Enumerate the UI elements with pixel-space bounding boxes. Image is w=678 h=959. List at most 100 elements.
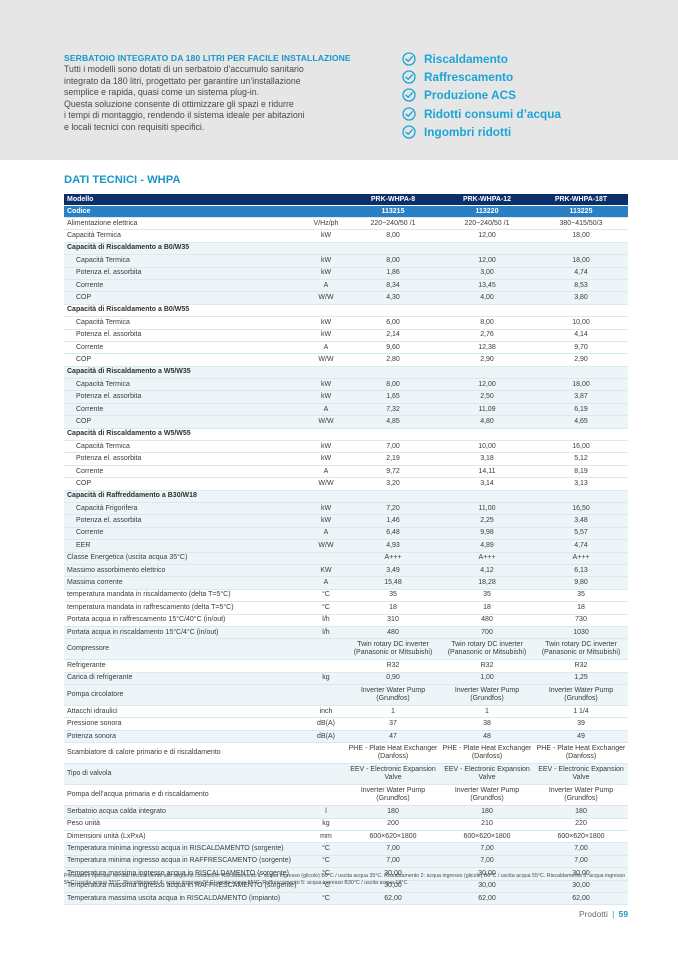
table-row: Temperatura minima ingresso acqua in RIS…	[64, 842, 628, 856]
row-label: Attacchi idraulici	[64, 705, 306, 719]
row-unit: °C	[306, 601, 346, 615]
row-value: 8,53	[534, 279, 628, 293]
row-label: Temperatura massima ingresso acqua in RI…	[64, 867, 306, 881]
row-label: Capacità Termica	[64, 378, 306, 392]
row-value: 3,87	[534, 390, 628, 404]
table-row: Portata acqua in riscaldamento 15°C/4°C …	[64, 626, 628, 640]
feature-item: Raffrescamento	[402, 68, 561, 86]
row-value: 600×620×1800	[534, 830, 628, 844]
row-value: 9,60	[346, 341, 440, 355]
table-row: Pompa dell’acqua primaria e di riscaldam…	[64, 784, 628, 807]
row-value	[440, 242, 534, 256]
row-value: A+++	[534, 552, 628, 565]
row-value: 8,19	[534, 465, 628, 479]
row-label: COP	[64, 291, 306, 305]
table-row: Potenza el. assorbita kW 1,65 2,50 3,87	[64, 390, 628, 404]
row-label: Capacità di Riscaldamento a B0/W55	[64, 304, 306, 318]
row-label: Capacità di Riscaldamento a B0/W35	[64, 242, 306, 256]
row-value: 480	[440, 614, 534, 627]
row-label: Corrente	[64, 465, 306, 479]
row-value: 4,85	[346, 415, 440, 429]
intro-text: Tutti i modelli sono dotati di un serbat…	[64, 64, 394, 134]
row-value: R32	[534, 659, 628, 673]
row-value: 380~415/50/3	[534, 217, 628, 231]
row-label: Capacità Frigorifera	[64, 502, 306, 516]
row-value: 7,00	[346, 440, 440, 454]
row-value: 39	[534, 717, 628, 731]
table-row: COP W/W 3,20 3,14 3,13	[64, 477, 628, 491]
row-value: 15,48	[346, 576, 440, 590]
row-label: Portata acqua in riscaldamento 15°C/4°C …	[64, 626, 306, 640]
row-label: Potenza el. assorbita	[64, 329, 306, 342]
row-value: EEV - Electronic Expansion Valve	[346, 763, 440, 786]
row-value: PHE - Plate Heat Exchanger (Danfoss)	[534, 742, 628, 765]
row-value: 730	[534, 614, 628, 627]
row-value: 8,00	[346, 254, 440, 268]
table-row: Potenza sonora dB(A) 47 48 49	[64, 730, 628, 744]
row-unit: A	[306, 403, 346, 417]
row-unit	[306, 490, 346, 504]
table-row: Tipo di valvola EEV - Electronic Expansio…	[64, 763, 628, 786]
row-value: 220	[534, 818, 628, 832]
row-value: 7,00	[534, 855, 628, 869]
table-row: Compressore Twin rotary DC inverter (Pana…	[64, 638, 628, 661]
row-value	[440, 366, 534, 380]
header-cell: Modello	[64, 194, 306, 206]
row-value: 8,34	[346, 279, 440, 293]
table-row: Pompa circolatore Inverter Water Pump (Gr…	[64, 684, 628, 707]
row-label: EER	[64, 539, 306, 553]
row-label: Capacità Termica	[64, 229, 306, 243]
row-value: 18,00	[534, 378, 628, 392]
row-value: EEV - Electronic Expansion Valve	[534, 763, 628, 786]
row-unit: kW	[306, 254, 346, 268]
row-value: 16,00	[534, 440, 628, 454]
feature-label: Raffrescamento	[424, 70, 514, 85]
row-label: Scambiatore di calore primario e di risc…	[64, 742, 306, 765]
table-row: Pressione sonora dB(A) 37 38 39	[64, 717, 628, 731]
row-value: 10,00	[440, 440, 534, 454]
check-circle-icon	[402, 52, 416, 66]
feature-item: Produzione ACS	[402, 86, 561, 104]
row-unit: A	[306, 527, 346, 541]
row-unit	[306, 684, 346, 707]
row-value: 30,00	[534, 880, 628, 893]
intro-line: i tempi di montaggio, rendendo il sistem…	[64, 110, 305, 121]
table-row: Corrente A 9,72 14,11 8,19	[64, 465, 628, 479]
row-label: Potenza el. assorbita	[64, 267, 306, 280]
row-value: 4,93	[346, 539, 440, 553]
table-row: Temperatura massima uscita acqua in RISC…	[64, 892, 628, 906]
table-row: Capacità Termica kW 8,00 12,00 18,00	[64, 378, 628, 392]
row-value: Inverter Water Pump (Grundfos)	[440, 784, 534, 807]
row-label: Potenza el. assorbita	[64, 390, 306, 404]
row-value: 18	[534, 601, 628, 615]
page-separator: |	[612, 909, 615, 919]
row-value: 9,80	[534, 576, 628, 590]
row-value: 14,11	[440, 465, 534, 479]
row-value: 3,00	[440, 267, 534, 280]
row-unit: kW	[306, 378, 346, 392]
row-unit	[306, 366, 346, 380]
row-value: R32	[440, 659, 534, 673]
table-row: Temperatura minima ingresso acqua in RAF…	[64, 855, 628, 869]
row-label: Potenza sonora	[64, 730, 306, 744]
row-unit: A	[306, 576, 346, 590]
row-value: 7,00	[440, 855, 534, 869]
row-unit: °C	[306, 892, 346, 906]
row-unit: kW	[306, 502, 346, 516]
check-circle-icon	[402, 107, 416, 121]
row-value: 4,74	[534, 539, 628, 553]
row-value: 220~240/50 /1	[440, 217, 534, 231]
row-unit: W/W	[306, 539, 346, 553]
code-cell	[306, 205, 346, 218]
row-value: 8,00	[346, 229, 440, 243]
row-label: Capacità Termica	[64, 440, 306, 454]
table-row: Carica di refrigerante kg 0,90 1,00 1,25	[64, 672, 628, 686]
row-value: 3,20	[346, 477, 440, 491]
row-value: 2,90	[440, 353, 534, 367]
row-value: 12,38	[440, 341, 534, 355]
row-value: 180	[534, 805, 628, 819]
row-value: 4,14	[534, 329, 628, 342]
table-row: COP W/W 4,30 4,00 3,80	[64, 291, 628, 305]
row-value	[346, 366, 440, 380]
row-unit	[306, 659, 346, 673]
